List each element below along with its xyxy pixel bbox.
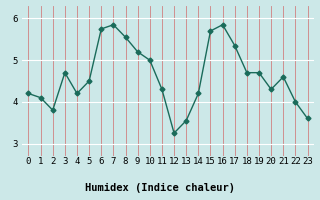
Text: Humidex (Indice chaleur): Humidex (Indice chaleur) bbox=[85, 183, 235, 193]
